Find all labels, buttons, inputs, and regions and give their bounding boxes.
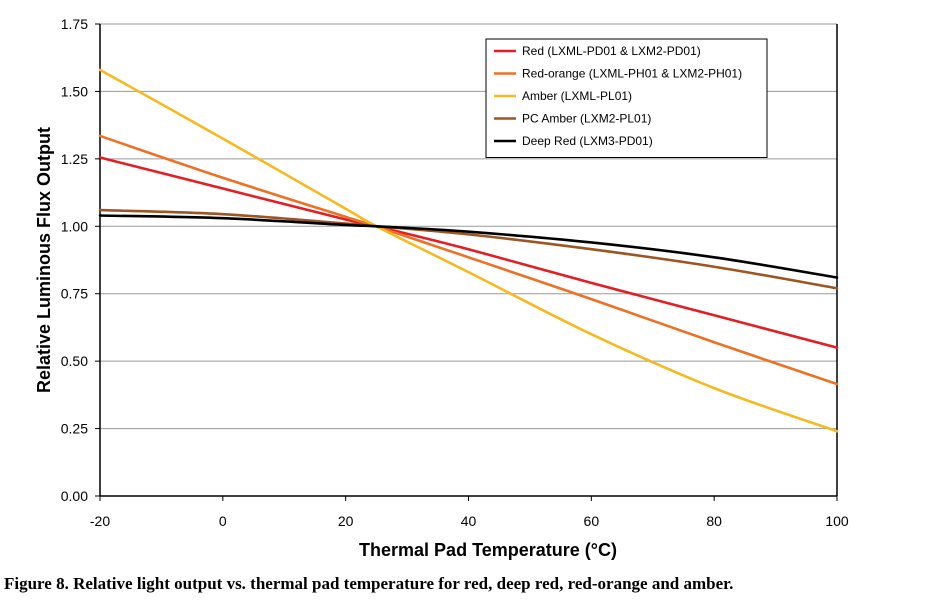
series-line [98,214,839,279]
x-tick-label: 20 [338,513,354,529]
y-tick-label: 1.75 [61,16,88,32]
x-tick-label: -20 [90,513,110,529]
y-tick-label: 1.25 [61,151,88,167]
legend-label: Deep Red (LXM3-PD01) [522,134,653,148]
x-axis-ticks: -20 0 20 40 60 80 100 [90,496,849,529]
figure-caption: Figure 8. Relative light output vs. ther… [4,574,734,593]
x-tick-label: 60 [584,513,600,529]
data-lines [98,68,839,433]
legend-label: Red (LXML-PD01 & LXM2-PD01) [522,44,701,58]
x-tick-label: 100 [825,513,849,529]
legend-label: Amber (LXML-PL01) [522,89,632,103]
x-tick-label: 80 [706,513,722,529]
y-axis-ticks: 0.00 0.25 0.50 0.75 1.00 1.25 1.50 1.75 [61,16,100,504]
y-tick-label: 0.75 [61,286,88,302]
y-tick-label: 0.50 [61,353,88,369]
y-tick-label: 1.00 [61,218,88,234]
y-axis-title: Relative Luminous Flux Output [34,127,54,393]
legend-box [485,38,768,158]
y-tick-label: 0.00 [61,488,88,504]
legend-label: PC Amber (LXM2-PL01) [522,112,651,126]
series-line [98,156,839,349]
series-line [98,208,839,290]
series-line [98,134,839,386]
x-axis-title: Thermal Pad Temperature (°C) [359,540,617,560]
y-tick-label: 0.25 [61,421,88,437]
x-tick-label: 0 [219,513,227,529]
series-line [98,68,839,433]
x-tick-label: 40 [461,513,477,529]
grid-lines [100,23,837,430]
line-chart: 0.00 0.25 0.50 0.75 1.00 1.25 1.50 1.75 -20 0 20 4… [34,16,849,560]
legend: Red (LXML-PD01 & LXM2-PD01) Red-orange (L… [485,38,768,158]
legend-label: Red-orange (LXML-PH01 & LXM2-PH01) [522,67,742,81]
y-tick-label: 1.50 [61,83,88,99]
